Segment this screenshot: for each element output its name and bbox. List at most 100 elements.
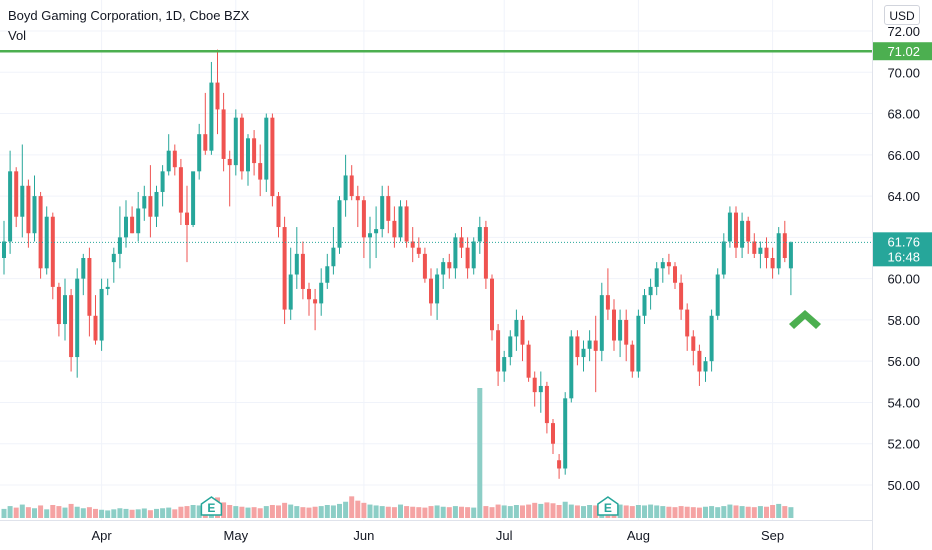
volume-bar bbox=[733, 505, 739, 518]
candle-body bbox=[618, 319, 623, 341]
candle-body bbox=[8, 171, 13, 242]
time-axis[interactable]: Apr May Jun Jul Aug Sep bbox=[0, 520, 872, 544]
price-tick-label: 72.00 bbox=[887, 24, 920, 39]
volume-bar bbox=[526, 504, 532, 518]
candle-body bbox=[288, 274, 293, 310]
volume-bar bbox=[245, 507, 251, 518]
earnings-badge-shape bbox=[597, 496, 619, 516]
volume-bar bbox=[410, 506, 416, 518]
candle-body bbox=[374, 229, 379, 234]
candle-body bbox=[111, 253, 116, 263]
volume-bar bbox=[635, 505, 641, 518]
volume-bar bbox=[562, 501, 568, 518]
currency-button[interactable]: USD bbox=[884, 5, 920, 25]
candle-body bbox=[477, 227, 482, 242]
candle-body bbox=[782, 233, 787, 258]
candle-body bbox=[721, 241, 726, 275]
candle-body bbox=[630, 344, 635, 372]
volume-bar bbox=[123, 508, 129, 518]
candle-body bbox=[264, 117, 269, 180]
candle-body bbox=[551, 423, 555, 444]
candle-body bbox=[776, 233, 781, 269]
candle-body bbox=[87, 258, 92, 316]
volume-bar bbox=[239, 506, 245, 518]
price-tick-label: 64.00 bbox=[887, 189, 920, 204]
price-tick-label: 54.00 bbox=[887, 395, 920, 410]
volume-bar bbox=[7, 506, 13, 518]
volume-bar bbox=[251, 507, 257, 518]
candle-body bbox=[227, 158, 232, 166]
time-tick-label: Apr bbox=[91, 528, 112, 543]
volume-bar bbox=[690, 507, 696, 518]
volume-bar bbox=[312, 506, 318, 518]
candle-body bbox=[203, 134, 208, 151]
price-axis[interactable]: 72.0070.0068.0066.0064.0062.0060.0058.00… bbox=[872, 0, 932, 550]
candle-body bbox=[715, 274, 720, 316]
arrow-up-icon bbox=[789, 310, 821, 329]
candle-body bbox=[185, 212, 189, 225]
candle-body bbox=[703, 361, 708, 372]
volume-bar bbox=[471, 507, 477, 518]
candle-body bbox=[483, 227, 488, 279]
earnings-marker[interactable]: E bbox=[597, 496, 619, 516]
volume-bar bbox=[196, 505, 202, 518]
candle-body bbox=[599, 295, 604, 351]
volume-bar bbox=[654, 505, 660, 518]
candle-body bbox=[581, 348, 586, 358]
volume-bar bbox=[111, 509, 117, 518]
price-tick-label: 60.00 bbox=[887, 272, 920, 287]
candle-body bbox=[349, 175, 354, 197]
volume-bar bbox=[434, 505, 440, 518]
candle-body bbox=[605, 295, 610, 310]
volume-bar bbox=[623, 505, 629, 518]
volume-bar bbox=[495, 504, 501, 518]
price-tick-label: 58.00 bbox=[887, 313, 920, 328]
candle-body bbox=[526, 344, 531, 378]
volume-bar bbox=[782, 506, 788, 518]
candle-body bbox=[691, 336, 696, 351]
candle-body bbox=[355, 196, 360, 201]
volume-bar bbox=[501, 505, 507, 518]
candle-body bbox=[93, 315, 98, 341]
candle-body bbox=[270, 117, 275, 197]
candle-body bbox=[313, 299, 318, 304]
volume-bar bbox=[507, 506, 513, 518]
volume-bar bbox=[404, 506, 410, 518]
volume-bar bbox=[739, 506, 745, 518]
earnings-marker[interactable]: E bbox=[200, 496, 223, 516]
volume-bar bbox=[337, 503, 342, 518]
volume-bar bbox=[166, 507, 172, 518]
volume-bar bbox=[477, 388, 483, 518]
volume-bar bbox=[154, 508, 159, 518]
last-price-tag bbox=[873, 232, 932, 267]
candle-body bbox=[44, 216, 49, 269]
volume-bar bbox=[184, 506, 190, 518]
volume-bar bbox=[129, 509, 135, 518]
volume-bar bbox=[93, 508, 98, 518]
candle-body bbox=[587, 340, 592, 349]
volume-bar bbox=[416, 507, 422, 518]
volume-bars bbox=[1, 388, 794, 518]
volume-bar bbox=[648, 504, 654, 518]
volume-bar bbox=[25, 507, 31, 518]
candle-body bbox=[435, 274, 440, 304]
volume-bar bbox=[465, 507, 471, 518]
candle-body bbox=[69, 295, 74, 358]
candles bbox=[2, 49, 793, 479]
volume-bar bbox=[13, 507, 19, 518]
candle-body bbox=[429, 278, 433, 304]
volume-bar bbox=[788, 507, 794, 518]
candle-body bbox=[142, 196, 147, 209]
candle-body bbox=[544, 385, 549, 424]
volume-bar bbox=[99, 509, 105, 518]
candle-body bbox=[685, 309, 690, 337]
candle-body bbox=[246, 138, 250, 172]
candle-body bbox=[557, 460, 562, 469]
last-price-label: 61.76 bbox=[887, 234, 920, 249]
candle-body bbox=[258, 163, 263, 180]
earnings-label: E bbox=[604, 501, 612, 515]
volume-bar bbox=[751, 507, 757, 518]
volume-bar bbox=[660, 506, 666, 518]
